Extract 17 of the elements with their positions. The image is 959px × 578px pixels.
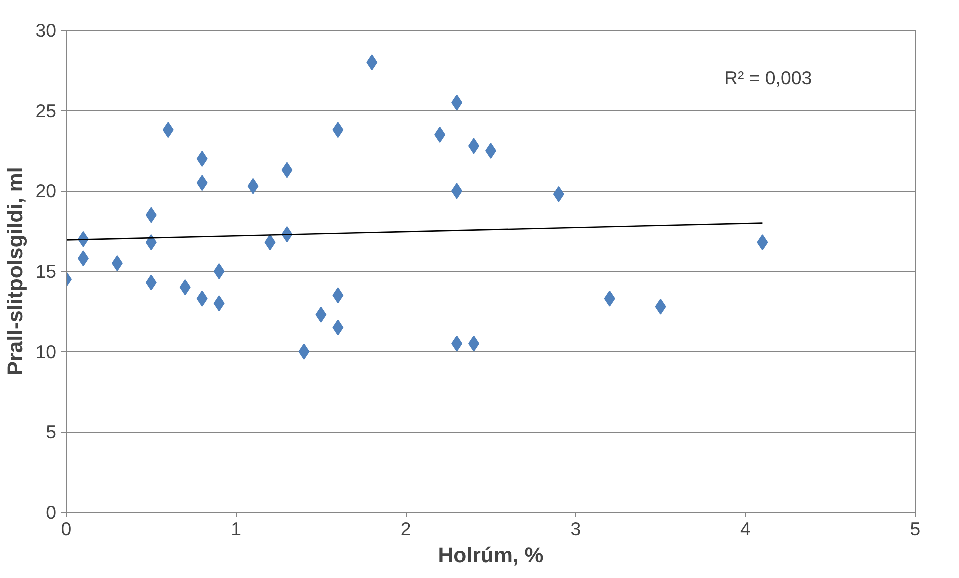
x-tick-label: 3 bbox=[570, 518, 582, 540]
x-tick-label: 2 bbox=[400, 518, 412, 540]
y-tick-label: 20 bbox=[36, 180, 57, 202]
point bbox=[214, 264, 225, 280]
y-tick-label: 15 bbox=[36, 261, 57, 282]
annotation: R² = 0,003 bbox=[724, 67, 812, 88]
x-axis-title: Holrúm, % bbox=[438, 544, 544, 568]
y-tick-label: 0 bbox=[46, 502, 57, 523]
x-tick-label: 4 bbox=[740, 518, 751, 540]
x-tick-label: 5 bbox=[910, 518, 921, 540]
y-axis-title: Prall-slitpolsgildi, ml bbox=[4, 167, 28, 376]
y-tick-label: 5 bbox=[46, 422, 57, 443]
y-tick-label: 25 bbox=[36, 100, 57, 122]
x-tick-label: 1 bbox=[231, 518, 242, 540]
x-tick-label: 0 bbox=[61, 518, 72, 540]
y-tick-label: 10 bbox=[36, 341, 57, 362]
y-tick-label: 30 bbox=[36, 20, 57, 41]
